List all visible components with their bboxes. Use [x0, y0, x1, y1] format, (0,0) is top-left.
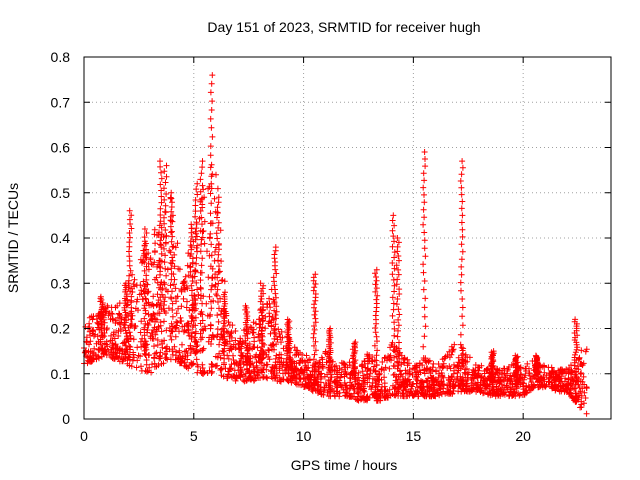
y-tick-label: 0.4	[51, 230, 71, 246]
y-tick-label: 0.1	[51, 366, 71, 382]
y-tick-label: 0.3	[51, 275, 71, 291]
y-tick-label: 0.6	[51, 140, 71, 156]
y-tick-label: 0.7	[51, 94, 71, 110]
y-tick-label: 0	[62, 411, 70, 427]
x-tick-label: 15	[406, 428, 422, 444]
y-axis-label: SRMTID / TECUs	[5, 183, 21, 293]
x-axis-ticks: 0 5 10 15 20	[80, 57, 531, 444]
chart-title: Day 151 of 2023, SRMTID for receiver hug…	[207, 19, 480, 35]
y-tick-label: 0.5	[51, 185, 71, 201]
x-axis-label: GPS time / hours	[291, 457, 398, 473]
data-points	[81, 72, 590, 417]
data-point-markers	[81, 72, 590, 417]
y-axis-ticks: 0 0.1 0.2 0.3 0.4 0.5 0.6 0.7 0.8	[51, 49, 611, 427]
y-tick-label: 0.8	[51, 49, 71, 65]
x-tick-label: 20	[515, 428, 531, 444]
y-tick-label: 0.2	[51, 321, 71, 337]
grid-lines	[84, 57, 611, 419]
x-tick-label: 10	[296, 428, 312, 444]
x-tick-label: 5	[190, 428, 198, 444]
x-tick-label: 0	[80, 428, 88, 444]
